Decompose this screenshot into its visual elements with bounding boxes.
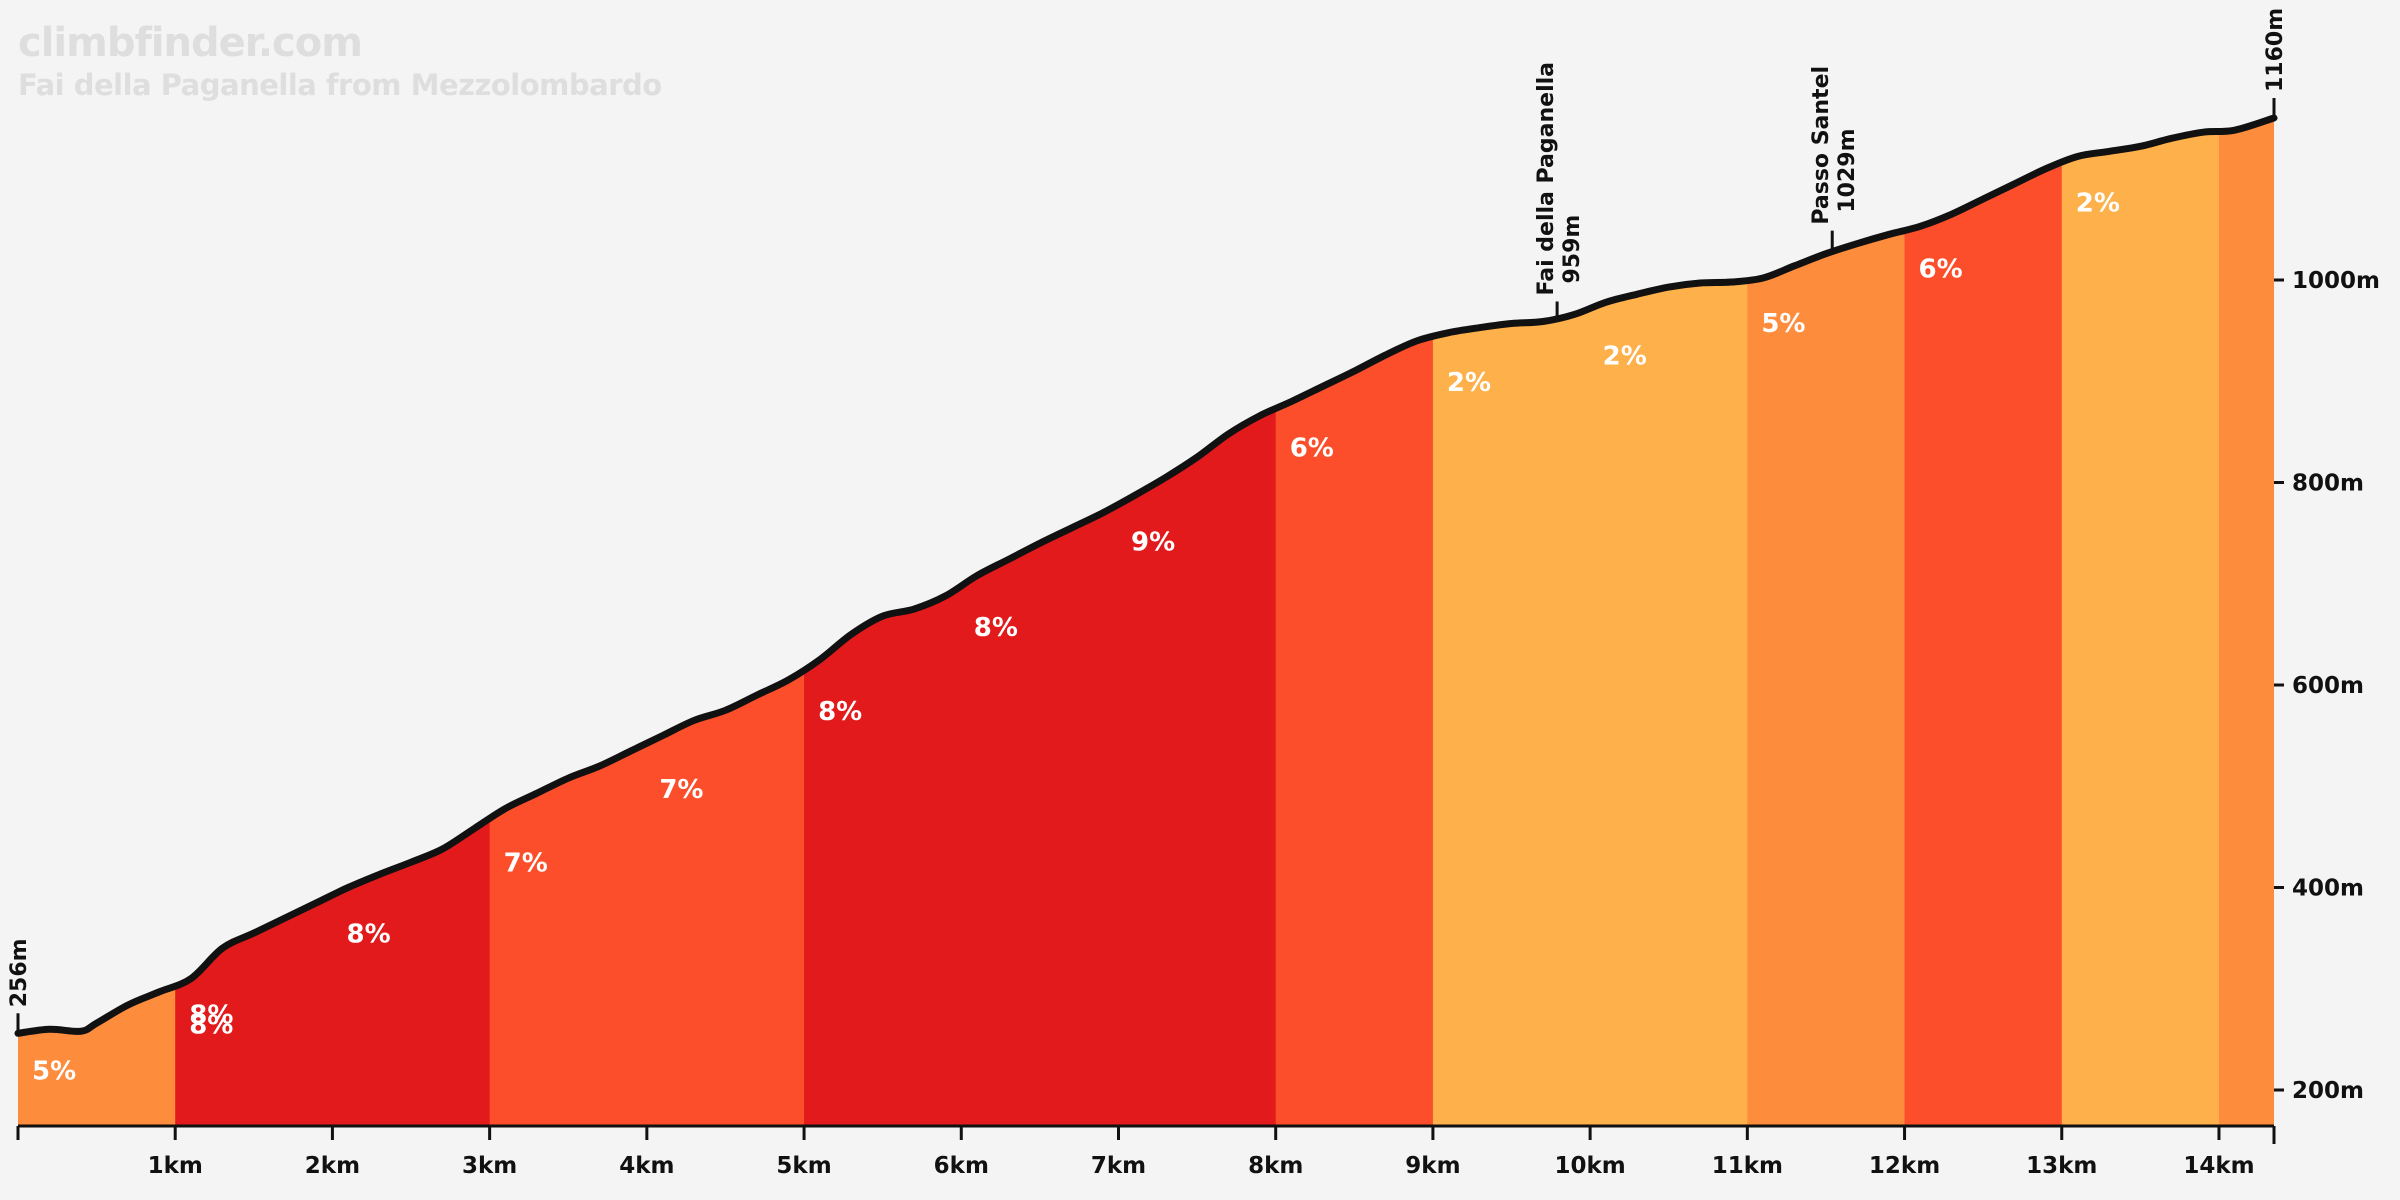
x-axis-label-4: 4km <box>619 1153 674 1179</box>
profile-line <box>14 114 2278 1037</box>
y-axis: 200m 400m 600m 800m 1000m <box>2274 268 2380 1104</box>
x-axis-label-7: 7km <box>1091 1153 1146 1179</box>
grade-segment-10 <box>2218 118 2274 1126</box>
grade-segment-2 <box>175 118 491 1126</box>
site-title[interactable]: climbfinder.com <box>18 20 363 66</box>
x-axis-label-14: 14km <box>2183 1153 2254 1179</box>
y-axis-label-4: 800m <box>2292 471 2364 497</box>
x-axis-label-6: 6km <box>934 1153 989 1179</box>
marker-elevation-1: 256m <box>7 938 32 1007</box>
x-axis-label-5: 5km <box>776 1153 831 1179</box>
grade-segment-1 <box>18 118 176 1126</box>
x-axis-label-12: 12km <box>1869 1153 1940 1179</box>
grade-label-1: 5% <box>32 1056 76 1086</box>
climb-title: Fai della Paganella from Mezzolombardo <box>18 68 662 102</box>
grade-label-2: 8% <box>189 1011 233 1041</box>
marker-name-2: Fai della Paganella <box>1534 62 1559 296</box>
x-axis-label-2: 2km <box>305 1153 360 1179</box>
grade-label-6: 2% <box>1447 368 1491 398</box>
y-axis-label-3: 600m <box>2292 673 2364 699</box>
grade-label-13: 8% <box>974 613 1018 643</box>
grade-label-7: 5% <box>1761 309 1805 339</box>
grade-segment-6 <box>1432 118 1748 1126</box>
marker-name-3: Passo Santel <box>1809 66 1834 225</box>
y-axis-label-5: 1000m <box>2292 268 2380 294</box>
x-axis-label-10: 10km <box>1554 1153 1625 1179</box>
x-axis-label-13: 13km <box>2026 1153 2097 1179</box>
x-axis-label-3: 3km <box>462 1153 517 1179</box>
y-axis-label-2: 400m <box>2292 876 2364 902</box>
grade-segment-9 <box>2061 118 2220 1126</box>
grade-label-9: 2% <box>2076 189 2120 219</box>
x-axis-label-11: 11km <box>1712 1153 1783 1179</box>
grade-segment-8 <box>1904 118 2063 1126</box>
grade-segment-4 <box>804 118 1277 1126</box>
grade-labels: 5%8%7%8%6%2%5%6%2%8%8%7%8%9%2% <box>32 189 2120 1087</box>
x-axis: 1km 2km 3km 4km 5km 6km 7km 8km 9km 10km 11km 12km 1… <box>16 1124 2276 1179</box>
grade-segment-3 <box>489 118 805 1126</box>
grade-label-3: 7% <box>504 849 548 879</box>
marker-elevation-3: 1029m <box>1835 128 1860 212</box>
x-axis-label-1: 1km <box>148 1153 203 1179</box>
y-axis-label-1: 200m <box>2292 1078 2364 1104</box>
grade-segment-7 <box>1747 118 1906 1126</box>
grade-label-14: 9% <box>1131 528 1175 558</box>
marker-elevation-2: 959m <box>1560 215 1585 284</box>
grade-segment-5 <box>1275 118 1434 1126</box>
grade-label-11: 8% <box>347 920 391 950</box>
grade-label-12: 7% <box>659 775 703 805</box>
x-axis-label-8: 8km <box>1248 1153 1303 1179</box>
grade-segments <box>18 118 2274 1126</box>
x-axis-label-9: 9km <box>1405 1153 1460 1179</box>
marker-elevation-4: 1160m <box>2263 8 2288 92</box>
grade-label-10: 8% <box>189 1001 233 1031</box>
grade-label-5: 6% <box>1290 434 1334 464</box>
grade-label-4: 8% <box>818 697 862 727</box>
grade-label-15: 2% <box>1603 341 1647 371</box>
grade-label-8: 6% <box>1919 254 1963 284</box>
